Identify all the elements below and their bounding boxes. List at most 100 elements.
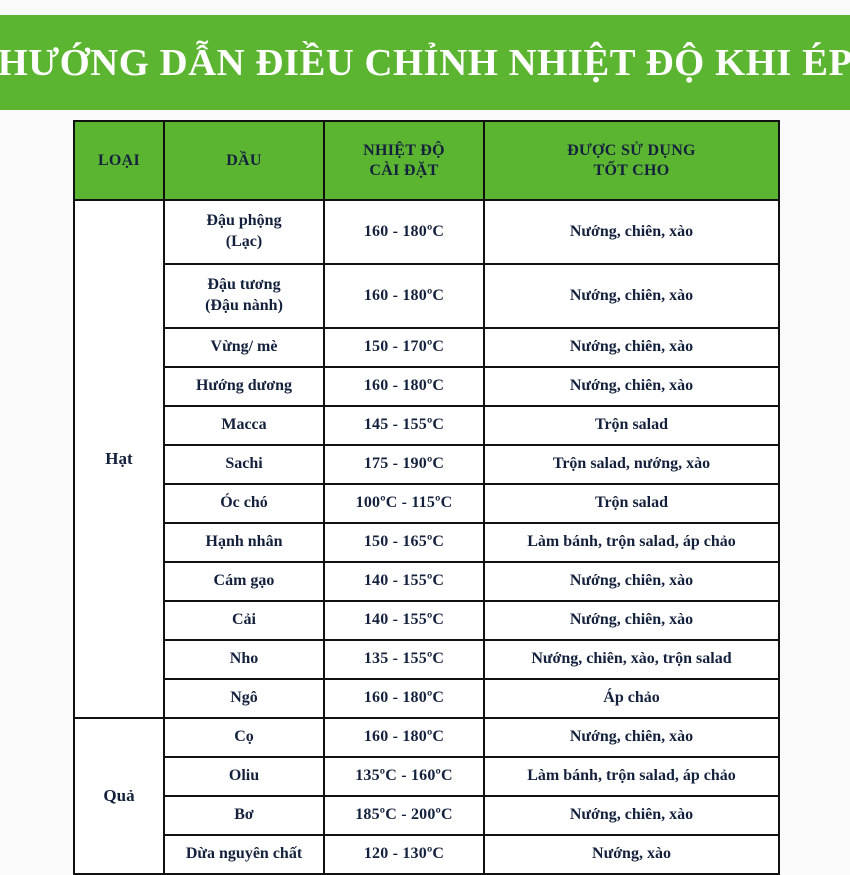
table-row: Hướng dương 160 - 180ºC Nướng, chiên, xào	[74, 366, 780, 407]
temperature-cell: 160 - 180ºC	[323, 366, 485, 407]
oil-name-cell: Cọ	[163, 717, 325, 758]
oil-name-line1: Hạnh nhân	[205, 533, 283, 551]
temperature-cell: 100ºC - 115ºC	[323, 483, 485, 524]
usage-cell: Nướng, xào	[483, 834, 780, 875]
oil-name-line2: (Lạc)	[225, 233, 263, 250]
usage-cell: Nướng, chiên, xào, trộn salad	[483, 639, 780, 680]
column-header-su-dung: ĐƯỢC SỬ DỤNG TỐT CHO	[483, 120, 780, 201]
oil-name-line2: (Đậu nành)	[205, 297, 283, 314]
group-label-cell: Hạt	[73, 199, 165, 719]
usage-cell: Nướng, chiên, xào	[483, 795, 780, 836]
table-row: Hạnh nhân 150 - 165ºC Làm bánh, trộn salad…	[74, 522, 780, 563]
column-header-nhiet-do-line2: CÀI ĐẶT	[369, 161, 439, 179]
temperature-cell: 160 - 180ºC	[323, 678, 485, 719]
table-body: Hạt Đậu phộng (Lạc) 160 - 180ºC Nướng, chiên…	[73, 199, 780, 875]
usage-cell: Nướng, chiên, xào	[483, 366, 780, 407]
usage-cell: Áp chảo	[483, 678, 780, 719]
usage-cell: Làm bánh, trộn salad, áp chảo	[483, 756, 780, 797]
table-row: Ngô 160 - 180ºC Áp chảo	[74, 678, 780, 719]
temperature-cell: 175 - 190ºC	[323, 444, 485, 485]
table-row: Macca 145 - 155ºC Trộn salad	[74, 405, 780, 446]
oil-name-line1: Sachi	[225, 455, 263, 473]
temperature-cell: 160 - 180ºC	[323, 263, 485, 329]
usage-cell: Trộn salad	[483, 405, 780, 446]
temperature-cell: 145 - 155ºC	[323, 405, 485, 446]
oil-name-line1: Cọ	[234, 728, 254, 746]
column-header-dau-line1: DẦU	[226, 151, 262, 169]
oil-name-cell: Cải	[163, 600, 325, 641]
table-row: Cám gạo 140 - 155ºC Nướng, chiên, xào	[74, 561, 780, 602]
column-header-su-dung-line2: TỐT CHO	[593, 161, 670, 179]
usage-cell: Nướng, chiên, xào	[483, 600, 780, 641]
table-row: Nho 135 - 155ºC Nướng, chiên, xào, trộn sa…	[74, 639, 780, 680]
temperature-cell: 135ºC - 160ºC	[323, 756, 485, 797]
table-header-row: LOẠI DẦU NHIỆT ĐỘ CÀI ĐẶT ĐƯỢC SỬ DỤNG T…	[73, 120, 780, 201]
oil-name-cell: Óc chó	[163, 483, 325, 524]
column-header-loai-line1: LOẠI	[97, 151, 141, 169]
oil-name-line1: Đậu tương	[207, 276, 281, 294]
oil-name-cell: Vừng/ mè	[163, 327, 325, 368]
usage-cell: Nướng, chiên, xào	[483, 327, 780, 368]
oil-name-cell: Macca	[163, 405, 325, 446]
table-header: LOẠI DẦU NHIỆT ĐỘ CÀI ĐẶT ĐƯỢC SỬ DỤNG T…	[73, 120, 780, 201]
oil-name-cell: Bơ	[163, 795, 325, 836]
column-header-dau: DẦU	[163, 120, 325, 201]
usage-cell: Trộn salad	[483, 483, 780, 524]
oil-name-line1: Cám gạo	[213, 572, 275, 590]
oil-name-line1: Óc chó	[220, 494, 268, 512]
group-label-cell: Quả	[73, 717, 165, 875]
column-header-nhiet-do: NHIỆT ĐỘ CÀI ĐẶT	[323, 120, 485, 201]
usage-cell: Nướng, chiên, xào	[483, 263, 780, 329]
oil-name-line1: Nho	[229, 650, 259, 668]
table-row: Vừng/ mè 150 - 170ºC Nướng, chiên, xào	[74, 327, 780, 368]
oil-name-line1: Đậu phộng	[206, 212, 282, 230]
temperature-cell: 150 - 170ºC	[323, 327, 485, 368]
table-row: Hạt Đậu phộng (Lạc) 160 - 180ºC Nướng, chiên…	[73, 199, 780, 719]
oil-name-line1: Vừng/ mè	[210, 338, 278, 356]
table-row: Sachi 175 - 190ºC Trộn salad, nướng, xào	[74, 444, 780, 485]
oil-name-line1: Dừa nguyên chất	[185, 845, 303, 863]
temperature-cell: 160 - 180ºC	[323, 199, 485, 265]
oil-name-line1: Bơ	[234, 806, 254, 824]
oil-name-line1: Ngô	[230, 689, 258, 707]
temperature-cell: 160 - 180ºC	[323, 717, 485, 758]
usage-cell: Nướng, chiên, xào	[483, 561, 780, 602]
page-title: HƯỚNG DẪN ĐIỀU CHỈNH NHIỆT ĐỘ KHI ÉP	[0, 41, 850, 84]
page-root: HƯỚNG DẪN ĐIỀU CHỈNH NHIỆT ĐỘ KHI ÉP LOẠ…	[0, 15, 850, 875]
oil-name-cell: Đậu tương (Đậu nành)	[163, 263, 325, 329]
oil-name-line1: Cải	[232, 611, 256, 629]
temperature-cell: 120 - 130ºC	[323, 834, 485, 875]
column-header-nhiet-do-line1: NHIỆT ĐỘ	[363, 141, 445, 159]
oil-name-cell: Nho	[163, 639, 325, 680]
usage-cell: Trộn salad, nướng, xào	[483, 444, 780, 485]
table-row: Oliu 135ºC - 160ºC Làm bánh, trộn salad, á…	[74, 756, 780, 797]
table-row: Quả Cọ 160 - 180ºC Nướng, chiên, xào	[73, 717, 780, 875]
usage-cell: Nướng, chiên, xào	[483, 717, 780, 758]
column-header-su-dung-line1: ĐƯỢC SỬ DỤNG	[567, 141, 696, 159]
oil-name-cell: Hạnh nhân	[163, 522, 325, 563]
oil-name-cell: Hướng dương	[163, 366, 325, 407]
table-row: Óc chó 100ºC - 115ºC Trộn salad	[74, 483, 780, 524]
oil-name-cell: Dừa nguyên chất	[163, 834, 325, 875]
oil-name-line1: Oliu	[228, 767, 260, 785]
temperature-cell: 185ºC - 200ºC	[323, 795, 485, 836]
temperature-cell: 135 - 155ºC	[323, 639, 485, 680]
table-row: Đậu tương (Đậu nành) 160 - 180ºC Nướng, chi…	[74, 263, 780, 329]
table-row: Cải 140 - 155ºC Nướng, chiên, xào	[74, 600, 780, 641]
oil-name-cell: Đậu phộng (Lạc)	[163, 199, 325, 265]
oil-name-line1: Macca	[221, 416, 267, 434]
column-header-loai: LOẠI	[73, 120, 165, 201]
oil-name-cell: Cám gạo	[163, 561, 325, 602]
page-banner: HƯỚNG DẪN ĐIỀU CHỈNH NHIỆT ĐỘ KHI ÉP	[0, 15, 850, 110]
oil-name-cell: Ngô	[163, 678, 325, 719]
usage-cell: Nướng, chiên, xào	[483, 199, 780, 265]
oil-name-line1: Hướng dương	[195, 377, 293, 395]
temperature-cell: 150 - 165ºC	[323, 522, 485, 563]
oil-name-cell: Oliu	[163, 756, 325, 797]
temperature-cell: 140 - 155ºC	[323, 600, 485, 641]
table-row: Dừa nguyên chất 120 - 130ºC Nướng, xào	[74, 834, 780, 875]
oil-temperature-table-wrapper: LOẠI DẦU NHIỆT ĐỘ CÀI ĐẶT ĐƯỢC SỬ DỤNG T…	[73, 120, 780, 875]
table-row: Bơ 185ºC - 200ºC Nướng, chiên, xào	[74, 795, 780, 836]
usage-cell: Làm bánh, trộn salad, áp chảo	[483, 522, 780, 563]
oil-name-cell: Sachi	[163, 444, 325, 485]
